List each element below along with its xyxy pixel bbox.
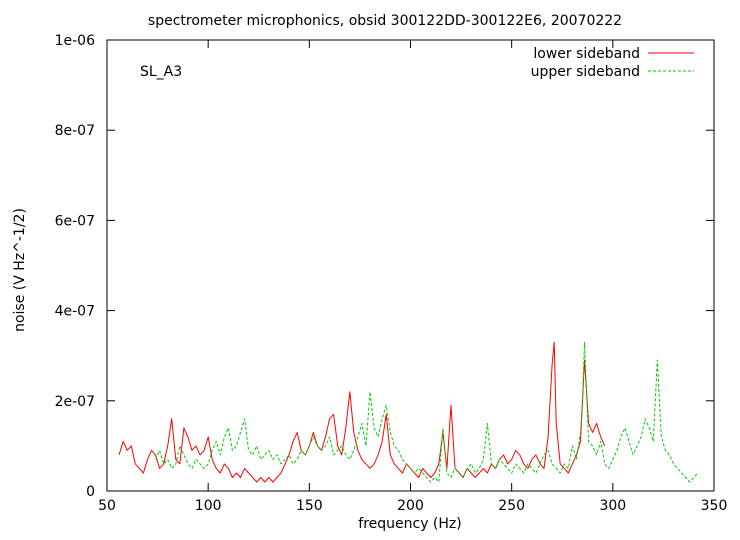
annotation-label: SL_A3 <box>140 64 182 80</box>
chart-title: spectrometer microphonics, obsid 300122D… <box>148 13 622 29</box>
legend: lower sideband upper sideband <box>531 46 694 80</box>
y-tick-label: 6e-07 <box>55 213 95 229</box>
y-tick-label: 2e-07 <box>55 394 95 410</box>
x-tick-label: 50 <box>98 498 116 514</box>
y-tick-label: 1e-06 <box>55 33 95 49</box>
x-tick-label: 200 <box>397 498 424 514</box>
x-axis-label: frequency (Hz) <box>358 516 461 532</box>
y-tick-label: 8e-07 <box>55 123 95 139</box>
y-tick-label: 0 <box>86 484 95 500</box>
legend-label-lower-sideband: lower sideband <box>533 46 640 62</box>
y-tick-label: 4e-07 <box>55 304 95 320</box>
plot-series <box>118 341 699 483</box>
x-tick-label: 300 <box>599 498 626 514</box>
legend-label-upper-sideband: upper sideband <box>531 64 640 80</box>
x-tick-label: 250 <box>498 498 525 514</box>
plot-frame <box>106 39 715 492</box>
series-line-lower-sideband <box>118 341 606 483</box>
x-tick-label: 350 <box>701 498 728 514</box>
x-tick-label: 100 <box>195 498 222 514</box>
axes-ticks: 50 100 150 200 250 300 350 0 2e-07 4e-07 6e-07 8e-0… <box>55 33 728 514</box>
series-line-upper-sideband <box>155 341 699 483</box>
x-tick-label: 150 <box>296 498 323 514</box>
y-axis-label: noise (V Hz^-1/2) <box>12 208 28 332</box>
